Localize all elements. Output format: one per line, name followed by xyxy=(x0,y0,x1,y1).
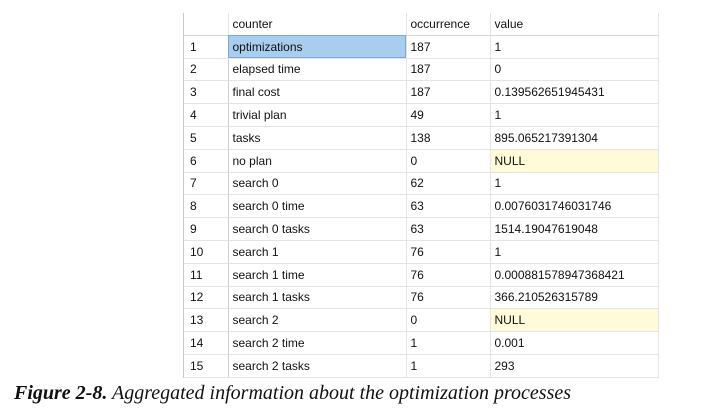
table-row[interactable]: 6 no plan 0 NULL xyxy=(184,149,659,173)
occurrence-cell[interactable]: 187 xyxy=(406,35,491,59)
value-cell[interactable]: 1 xyxy=(490,103,659,127)
occurrence-cell[interactable]: 76 xyxy=(406,286,491,310)
value-cell[interactable]: 0 xyxy=(490,58,659,82)
occurrence-cell[interactable]: 138 xyxy=(406,126,491,150)
occurrence-cell[interactable]: 0 xyxy=(406,149,491,173)
table-row[interactable]: 11 search 1 time 76 0.000881578947368421 xyxy=(184,263,659,287)
row-number[interactable]: 10 xyxy=(184,240,229,264)
counter-cell[interactable]: search 0 time xyxy=(228,194,407,219)
results-table: counter occurrence value 1 optimizations… xyxy=(184,13,659,378)
value-cell[interactable]: 0.139562651945431 xyxy=(490,80,659,105)
row-number[interactable]: 14 xyxy=(184,331,229,355)
row-number[interactable]: 4 xyxy=(184,103,229,127)
row-number-header[interactable] xyxy=(184,13,229,36)
occurrence-cell[interactable]: 62 xyxy=(406,172,491,196)
counter-cell[interactable]: elapsed time xyxy=(228,58,407,82)
figure-caption-text: Aggregated information about the optimiz… xyxy=(111,382,572,404)
counter-cell[interactable]: search 2 tasks xyxy=(228,354,407,378)
occurrence-cell[interactable]: 0 xyxy=(406,308,491,333)
value-cell[interactable]: 366.210526315789 xyxy=(490,286,659,310)
row-number[interactable]: 6 xyxy=(184,149,229,173)
row-number[interactable]: 13 xyxy=(184,308,229,333)
row-number[interactable]: 3 xyxy=(184,80,229,105)
column-header-occurrence[interactable]: occurrence xyxy=(406,13,491,36)
row-number[interactable]: 11 xyxy=(184,263,229,287)
row-number[interactable]: 12 xyxy=(184,286,229,310)
column-header-counter[interactable]: counter xyxy=(228,13,407,36)
table-row[interactable]: 14 search 2 time 1 0.001 xyxy=(184,331,659,355)
table-row[interactable]: 4 trivial plan 49 1 xyxy=(184,103,659,127)
occurrence-cell[interactable]: 63 xyxy=(406,217,491,241)
header-row: counter occurrence value xyxy=(184,13,659,36)
counter-cell[interactable]: search 2 time xyxy=(228,331,407,355)
occurrence-cell[interactable]: 76 xyxy=(406,240,491,264)
occurrence-cell[interactable]: 187 xyxy=(406,80,491,105)
value-cell[interactable]: 1514.19047619048 xyxy=(490,217,659,241)
counter-cell[interactable]: search 2 xyxy=(228,308,407,333)
table-row[interactable]: 2 elapsed time 187 0 xyxy=(184,58,659,82)
table-row[interactable]: 13 search 2 0 NULL xyxy=(184,308,659,333)
table-row[interactable]: 10 search 1 76 1 xyxy=(184,240,659,264)
value-cell-null[interactable]: NULL xyxy=(490,149,659,173)
counter-cell[interactable]: trivial plan xyxy=(228,103,407,127)
value-cell[interactable]: 0.001 xyxy=(490,331,659,355)
figure-caption: Figure 2-8. Aggregated information about… xyxy=(14,382,571,405)
value-cell[interactable]: 0.0076031746031746 xyxy=(490,194,659,219)
column-header-value[interactable]: value xyxy=(490,13,659,36)
counter-cell[interactable]: no plan xyxy=(228,149,407,173)
value-cell[interactable]: 1 xyxy=(490,240,659,264)
occurrence-cell[interactable]: 1 xyxy=(406,354,491,378)
value-cell-null[interactable]: NULL xyxy=(490,308,659,333)
table-row[interactable]: 5 tasks 138 895.065217391304 xyxy=(184,126,659,150)
occurrence-cell[interactable]: 49 xyxy=(406,103,491,127)
value-cell[interactable]: 0.000881578947368421 xyxy=(490,263,659,287)
occurrence-cell[interactable]: 63 xyxy=(406,194,491,219)
occurrence-cell[interactable]: 187 xyxy=(406,58,491,82)
row-number[interactable]: 1 xyxy=(184,35,229,59)
row-number[interactable]: 9 xyxy=(184,217,229,241)
table-row[interactable]: 1 optimizations 187 1 xyxy=(184,35,659,59)
table-row[interactable]: 9 search 0 tasks 63 1514.19047619048 xyxy=(184,217,659,241)
counter-cell[interactable]: search 0 xyxy=(228,172,407,196)
table-row[interactable]: 3 final cost 187 0.139562651945431 xyxy=(184,80,659,105)
counter-cell[interactable]: tasks xyxy=(228,126,407,150)
counter-cell[interactable]: search 0 tasks xyxy=(228,217,407,241)
row-number[interactable]: 2 xyxy=(184,58,229,82)
row-number[interactable]: 5 xyxy=(184,126,229,150)
row-number[interactable]: 15 xyxy=(184,354,229,378)
value-cell[interactable]: 895.065217391304 xyxy=(490,126,659,150)
value-cell[interactable]: 1 xyxy=(490,35,659,59)
counter-cell[interactable]: search 1 tasks xyxy=(228,286,407,310)
row-number[interactable]: 7 xyxy=(184,172,229,196)
results-grid: counter occurrence value 1 optimizations… xyxy=(183,13,664,378)
row-number[interactable]: 8 xyxy=(184,194,229,219)
figure-label: Figure 2-8. xyxy=(14,382,108,404)
table-row[interactable]: 8 search 0 time 63 0.0076031746031746 xyxy=(184,194,659,219)
table-row[interactable]: 15 search 2 tasks 1 293 xyxy=(184,354,659,378)
counter-cell[interactable]: search 1 time xyxy=(228,263,407,287)
counter-cell[interactable]: optimizations xyxy=(228,35,407,59)
occurrence-cell[interactable]: 76 xyxy=(406,263,491,287)
occurrence-cell[interactable]: 1 xyxy=(406,331,491,355)
counter-cell[interactable]: search 1 xyxy=(228,240,407,264)
value-cell[interactable]: 1 xyxy=(490,172,659,196)
table-row[interactable]: 12 search 1 tasks 76 366.210526315789 xyxy=(184,286,659,310)
counter-cell[interactable]: final cost xyxy=(228,80,407,105)
table-row[interactable]: 7 search 0 62 1 xyxy=(184,172,659,196)
value-cell[interactable]: 293 xyxy=(490,354,659,378)
